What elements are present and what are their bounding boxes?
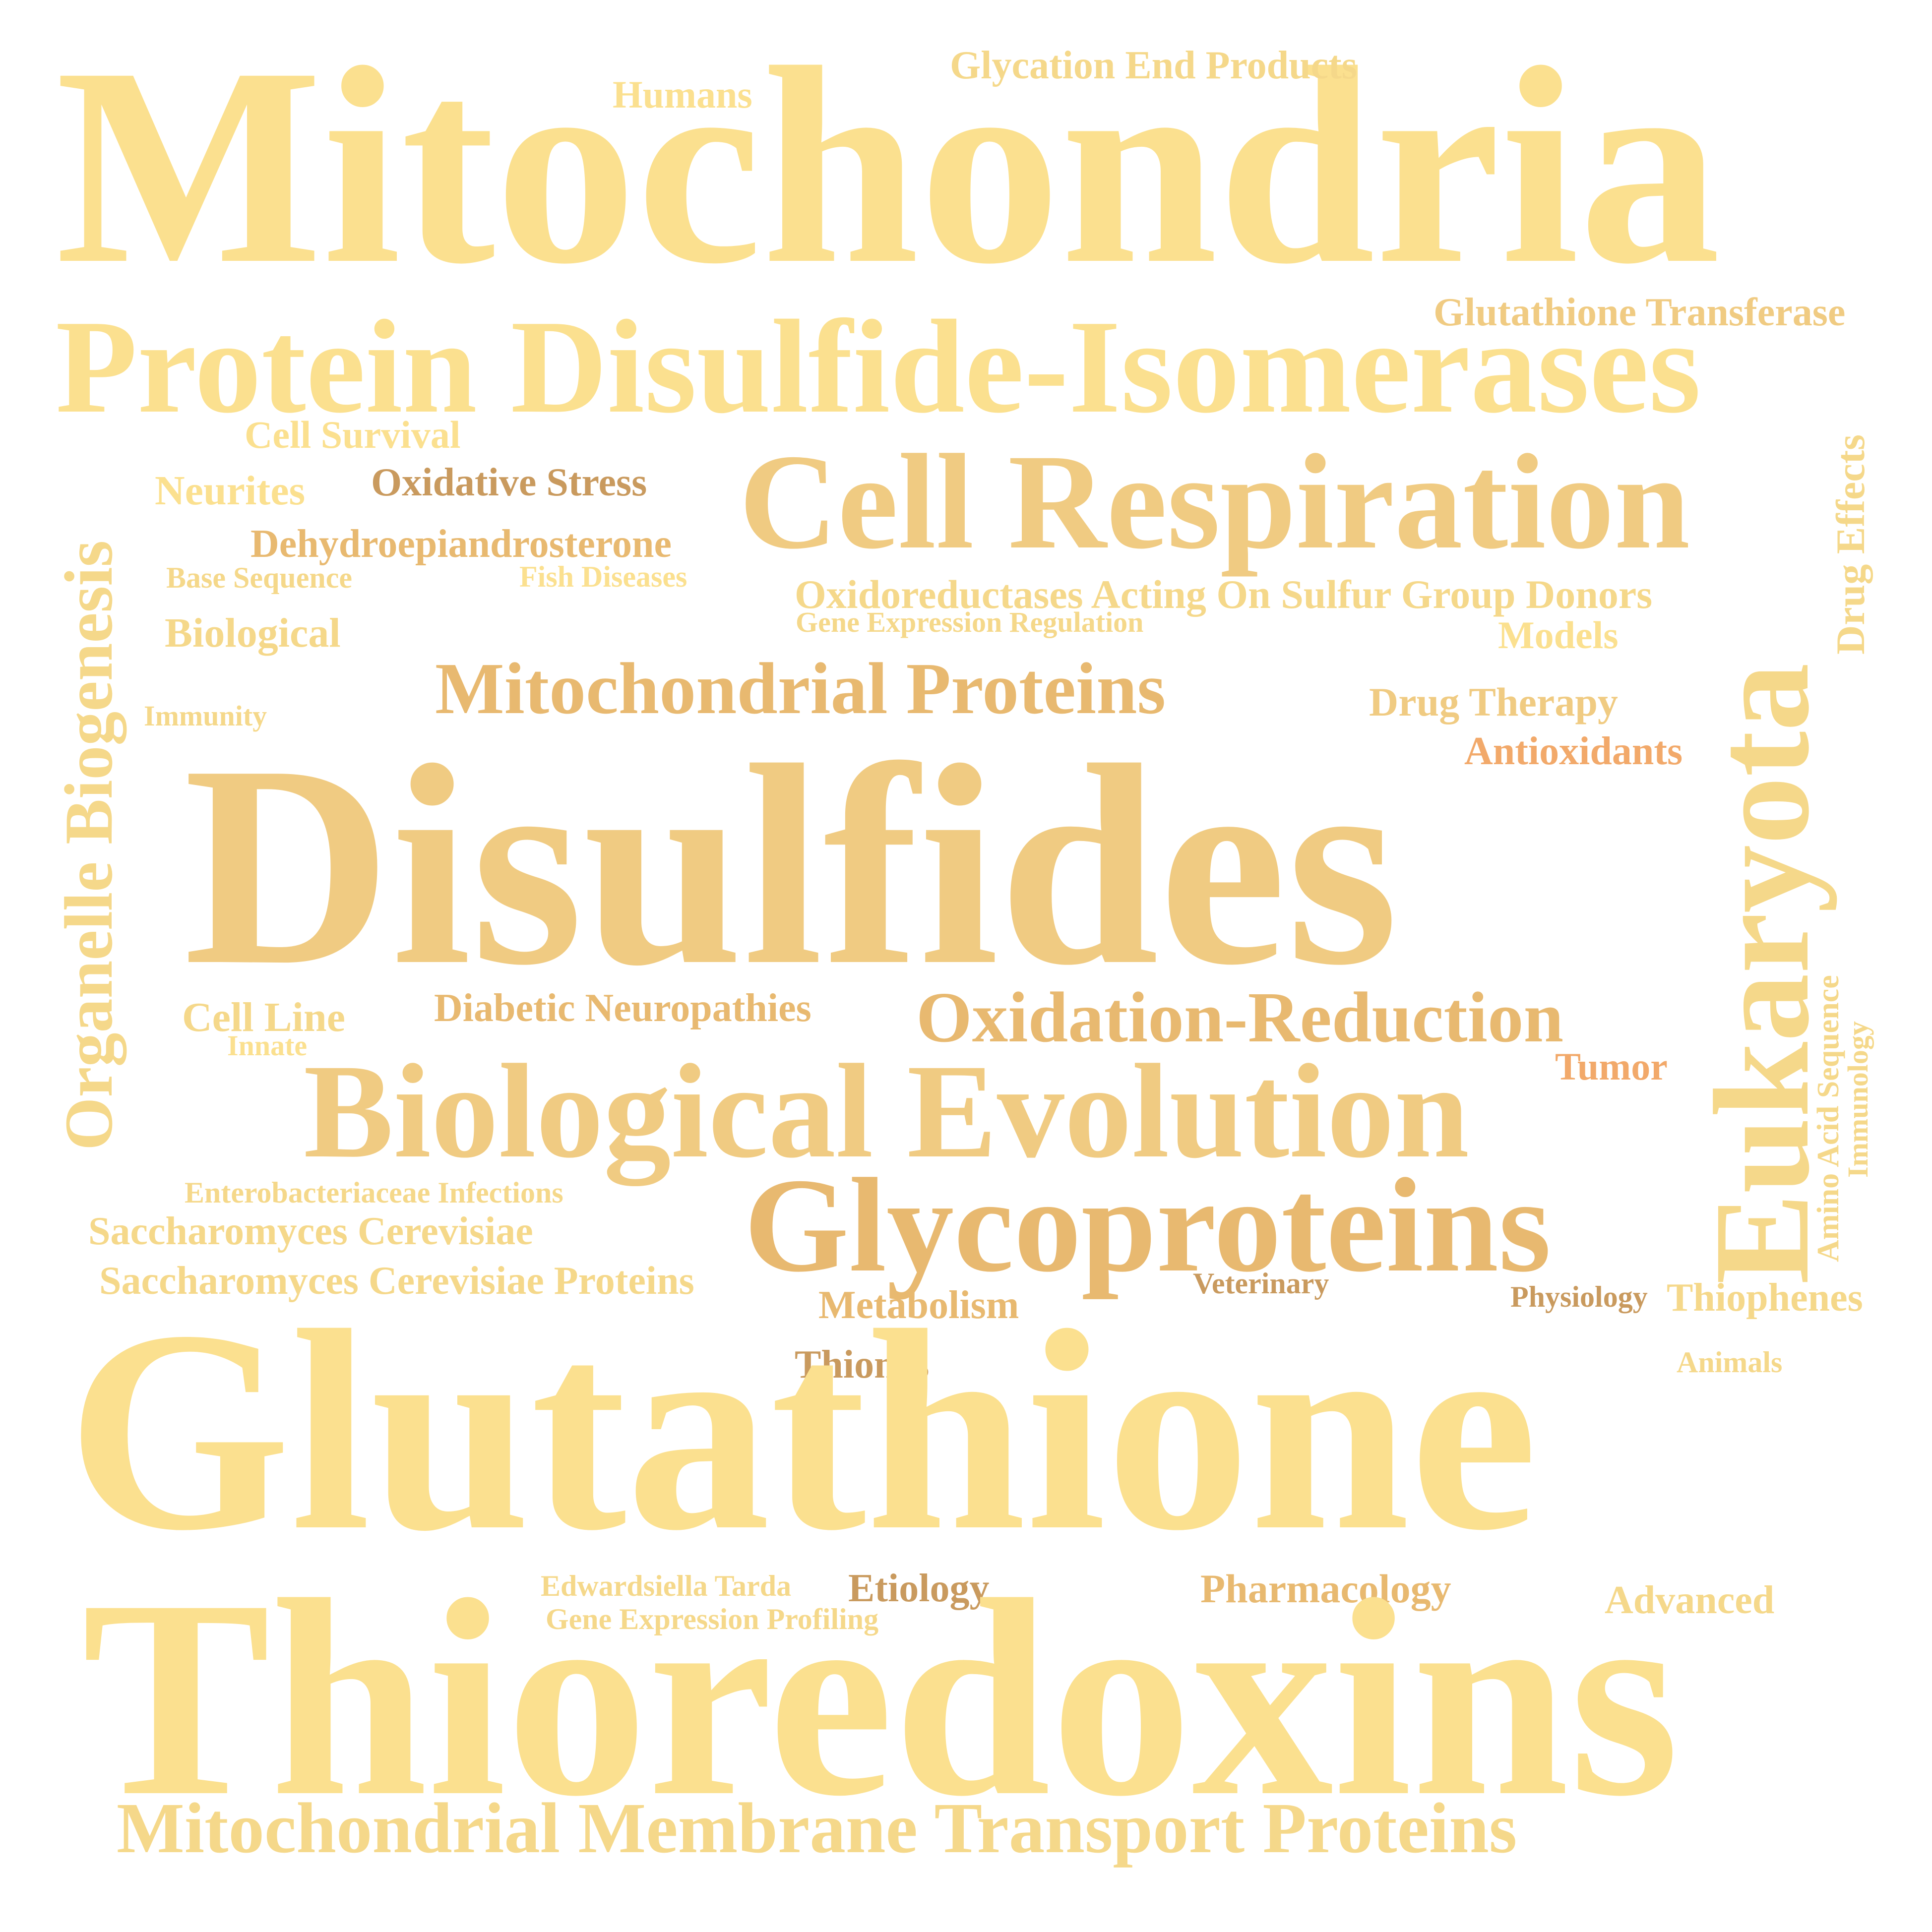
word-humans: Humans	[613, 73, 752, 116]
word-gene-expression-profiling: Gene Expression Profiling	[546, 1603, 879, 1635]
word-diabetic-neuropathies: Diabetic Neuropathies	[434, 986, 811, 1030]
word-glutathione: Glutathione	[67, 1271, 1538, 1590]
word-saccharomyces-cerevisiae: Saccharomyces Cerevisiae	[88, 1209, 533, 1253]
word-cell-survival: Cell Survival	[245, 413, 461, 456]
word-advanced: Advanced	[1605, 1578, 1775, 1622]
word-biological-evolution: Biological Evolution	[304, 1036, 1470, 1186]
word-biological: Biological	[165, 610, 341, 656]
word-glutathione-transferase: Glutathione Transferase	[1433, 291, 1846, 334]
word-saccharomyces-cerevisiae-proteins: Saccharomyces Cerevisiae Proteins	[99, 1259, 694, 1303]
word-oxidative-stress: Oxidative Stress	[371, 461, 647, 504]
word-fish-diseases: Fish Diseases	[519, 560, 687, 593]
word-edwardsiella-tarda: Edwardsiella Tarda	[541, 1570, 792, 1602]
word-thiones: Thiones	[795, 1343, 930, 1387]
word-physiology: Physiology	[1510, 1280, 1648, 1313]
word-mitochondrial-membrane-transport-proteins: Mitochondrial Membrane Transport Protein…	[117, 1789, 1517, 1868]
word-oxidoreductases: Oxidoreductases Acting On Sulfur Group D…	[795, 572, 1653, 617]
word-pharmacology: Pharmacology	[1200, 1566, 1451, 1611]
word-thiophenes: Thiophenes	[1667, 1276, 1863, 1320]
word-glycoproteins: Glycoproteins	[744, 1150, 1551, 1300]
word-protein-disulfide-isomerases: Protein Disulfide-Isomerases	[56, 293, 1701, 441]
word-drug-therapy: Drug Therapy	[1369, 679, 1618, 724]
word-neurites: Neurites	[155, 468, 306, 514]
word-veterinary: Veterinary	[1193, 1267, 1329, 1300]
word-cell-respiration: Cell Respiration	[739, 426, 1690, 577]
word-mitochondria: Mitochondria	[56, 9, 1721, 322]
word-cell-line: Cell Line	[182, 994, 345, 1040]
word-organelle-biogenesis: Organelle Biogenesis	[51, 540, 126, 1150]
word-oxidation-reduction: Oxidation-Reduction	[916, 978, 1564, 1057]
word-eukaryota: Eukaryota	[1686, 663, 1837, 1284]
word-dehydroepiandrosterone: Dehydroepiandrosterone	[250, 522, 672, 566]
word-antioxidants: Antioxidants	[1464, 729, 1683, 773]
word-etiology: Etiology	[848, 1567, 990, 1610]
word-thioredoxins: Thioredoxins	[82, 1542, 1680, 1855]
word-metabolism: Metabolism	[818, 1283, 1019, 1327]
word-amino-acid-sequence: Amino Acid Sequence	[1811, 975, 1845, 1262]
word-disulfides: Disulfides	[184, 706, 1399, 1025]
word-immunity: Immunity	[144, 700, 267, 732]
word-base-sequence: Base Sequence	[166, 561, 352, 594]
word-immunology: Immunology	[1842, 1021, 1874, 1178]
word-enterobacteriaceae-infections: Enterobacteriaceae Infections	[185, 1176, 563, 1209]
word-mitochondrial-proteins: Mitochondrial Proteins	[435, 648, 1166, 729]
word-models: Models	[1498, 613, 1619, 657]
word-tumor: Tumor	[1555, 1045, 1668, 1088]
word-glycation-end-products: Glycation End Products	[950, 44, 1357, 87]
word-animals: Animals	[1677, 1346, 1783, 1379]
word-gene-expression-regulation: Gene Expression Regulation	[796, 606, 1144, 638]
word-innate: Innate	[227, 1029, 308, 1062]
word-drug-effects: Drug Effects	[1828, 434, 1873, 655]
